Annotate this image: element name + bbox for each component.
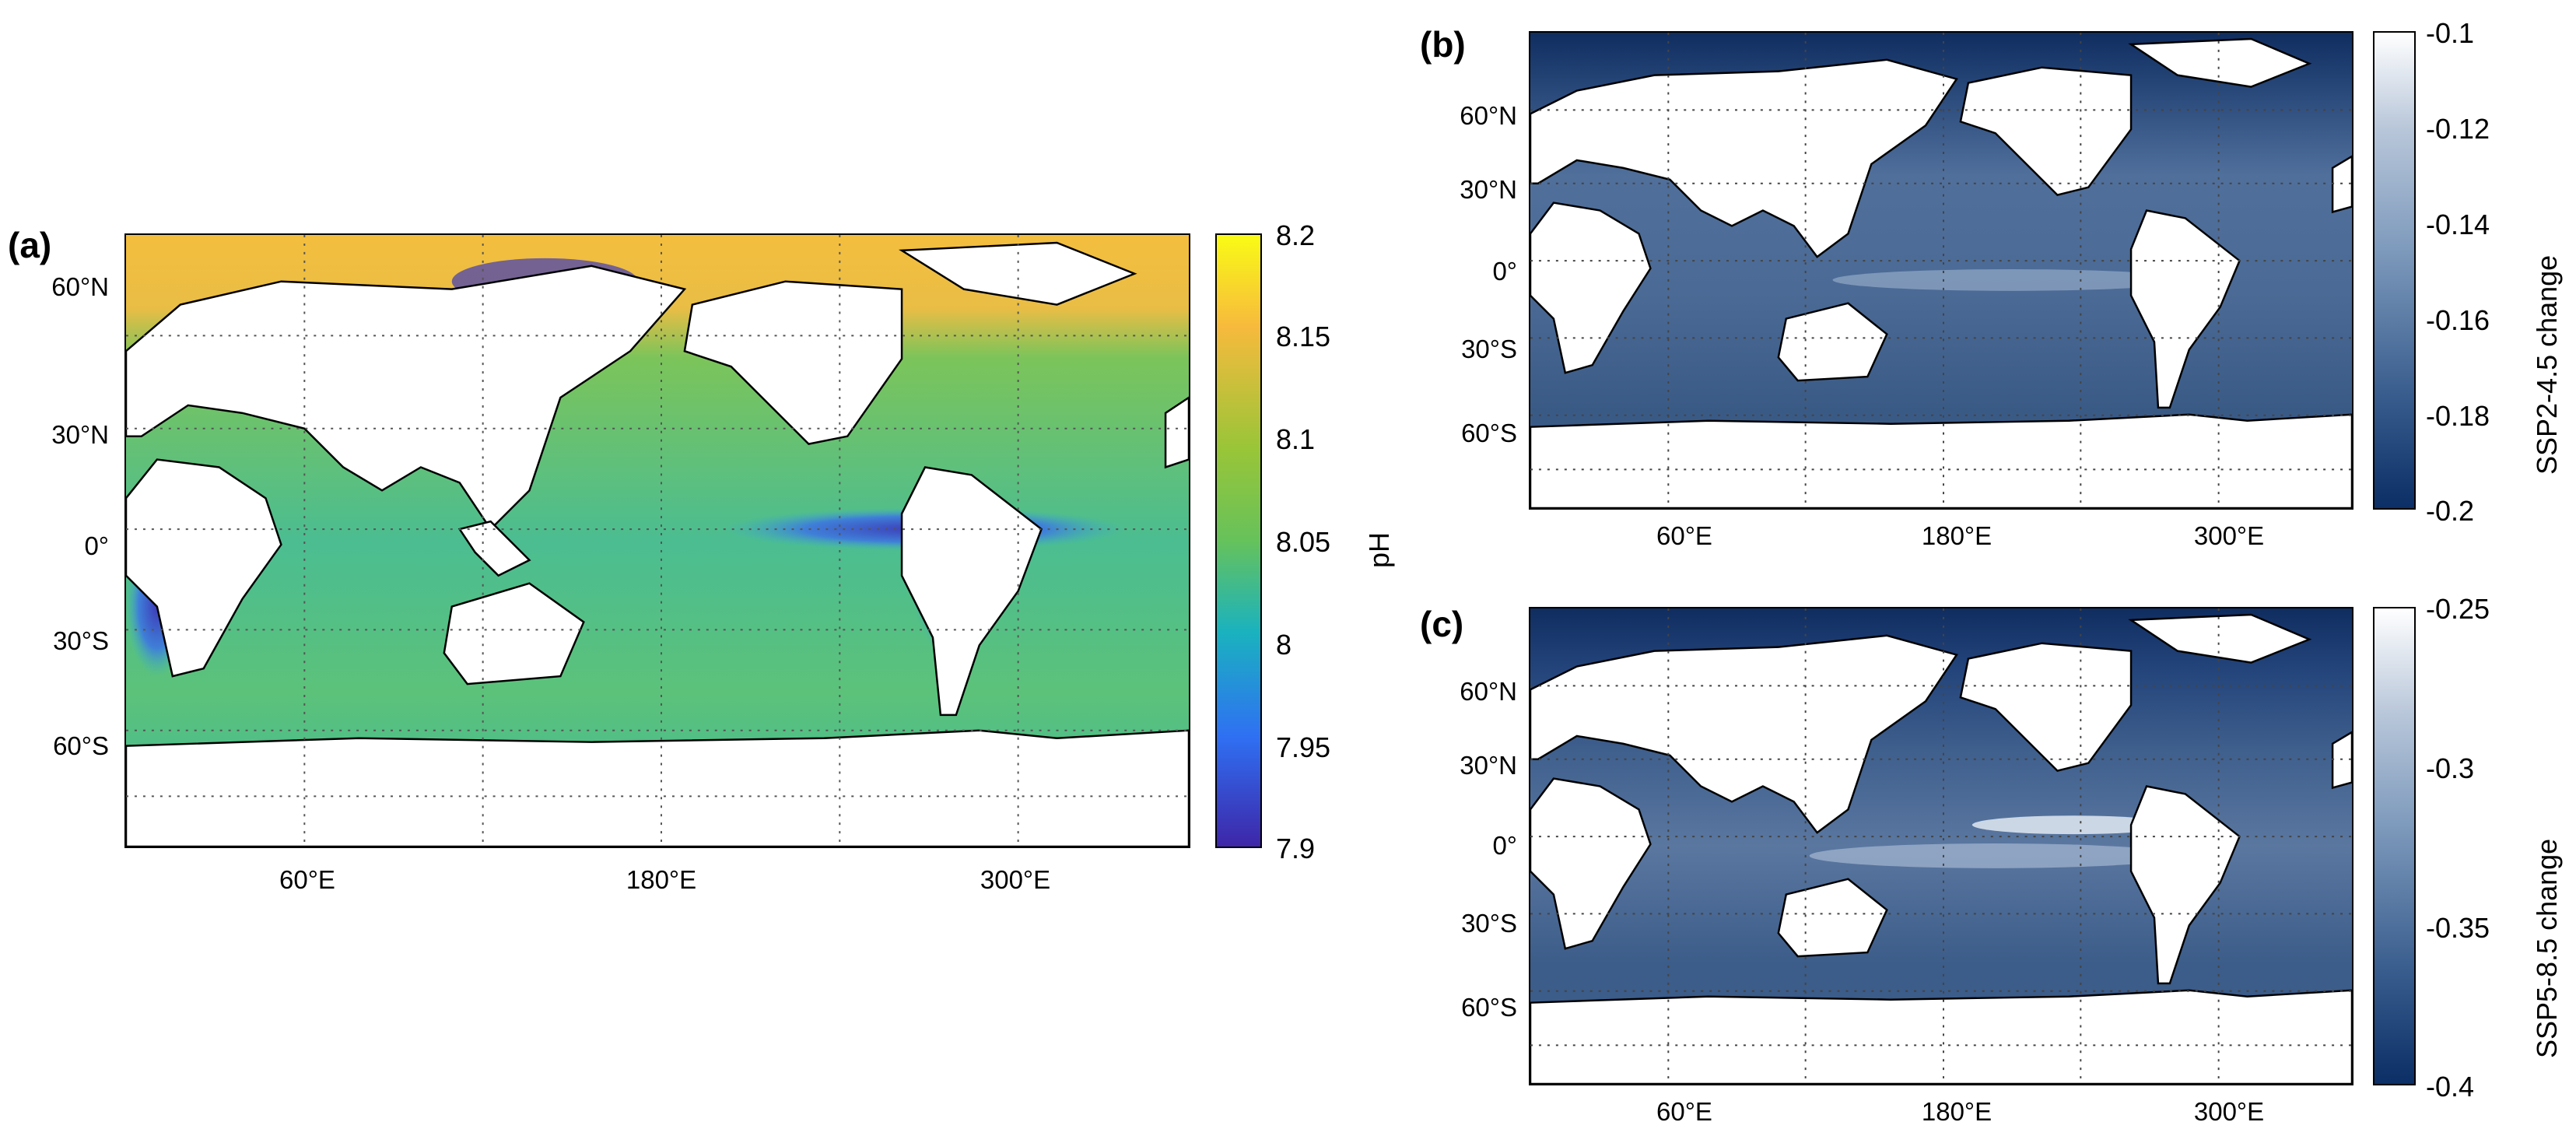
panel-c-eq-band-wide (1809, 843, 2182, 868)
panel-b-colorbar-tick: -0.16 (2426, 304, 2490, 336)
panel-b-colorbar-tick: -0.12 (2426, 113, 2490, 145)
panel-a-colorbar-tick: 8.05 (1276, 526, 1331, 558)
panel-c-eq-band (1971, 815, 2174, 835)
panel-b-lon-label: 300°E (2193, 521, 2265, 550)
panel-a-lon-label: 300°E (980, 865, 1051, 894)
panel-c-colorbar-title: SSP5-8.5 change (2531, 838, 2563, 1058)
panel-c-lon-label: 300°E (2193, 1097, 2265, 1126)
panel-b-colorbar-tick: -0.14 (2426, 209, 2490, 240)
panel-c-colorbar-tick: -0.3 (2426, 752, 2475, 784)
panel-b-map (1529, 31, 2353, 510)
panel-b-colorbar-tick: -0.1 (2426, 17, 2475, 49)
panel-c-gridlines (1530, 608, 2352, 1084)
panel-a-map (124, 233, 1190, 848)
panel-a-lat-label: 30°N (51, 420, 109, 449)
panel-b-eq-band (1832, 269, 2189, 291)
panel-c-land (1530, 613, 2352, 1084)
panel-c-colorbar-tick: -0.35 (2426, 912, 2490, 944)
panel-c-colorbar-tick: -0.4 (2426, 1071, 2475, 1103)
panel-b-lat-label: 30°S (1461, 335, 1517, 363)
panel-b-colorbar-tick: -0.18 (2426, 400, 2490, 432)
panel-b-gridlines (1530, 33, 2352, 508)
panel-a-lat-label: 0° (84, 531, 109, 560)
panel-a-colorbar-tick: 7.95 (1276, 731, 1331, 763)
panel-b-lon-label: 180°E (1921, 521, 1992, 550)
panel-a-lat-label: 60°N (51, 272, 109, 301)
panel-c-lat-label: 0° (1492, 831, 1517, 860)
panel-c-lat-label: 30°S (1461, 909, 1517, 938)
panel-b-lat-label: 60°N (1460, 101, 1517, 130)
panel-a-colorbar-tick: 8 (1276, 629, 1292, 661)
panel-c-lat-label: 30°N (1460, 751, 1517, 780)
panel-b-lat-label: 30°N (1460, 175, 1517, 204)
panel-c-label: (c) (1420, 604, 1464, 644)
panel-a-colorbar-tick: 8.1 (1276, 423, 1316, 455)
panel-a-colorbar (1215, 233, 1262, 848)
panel-b-lat-label: 60°S (1461, 419, 1517, 447)
panel-a-colorbar-tick: 8.15 (1276, 321, 1331, 352)
panel-a-map-svg (126, 235, 1189, 847)
panel-b-lat-label: 0° (1492, 257, 1517, 286)
panel-b-label: (b) (1420, 24, 1466, 65)
panel-c-colorbar-tick: -0.25 (2426, 593, 2490, 625)
panel-a-colorbar-tick: 7.9 (1276, 833, 1316, 864)
panel-a-lat-label: 30°S (53, 626, 109, 655)
panel-a-lon-label: 180°E (626, 865, 697, 894)
panel-a-colorbar-tick: 8.2 (1276, 219, 1316, 251)
panel-b-colorbar-title: SSP2-4.5 change (2531, 254, 2563, 475)
panel-b-colorbar (2373, 31, 2416, 510)
panel-a-lat-label: 60°S (53, 731, 109, 760)
panel-b-lon-label: 60°E (1656, 521, 1712, 550)
panel-c-map (1529, 607, 2353, 1085)
panel-c-lat-label: 60°N (1460, 677, 1517, 706)
panel-c-lon-label: 180°E (1921, 1097, 1992, 1126)
panel-c-colorbar (2373, 607, 2416, 1085)
panel-c-map-svg (1530, 608, 2352, 1084)
panel-a-label: (a) (8, 225, 52, 265)
panel-b-colorbar-tick: -0.2 (2426, 495, 2475, 527)
panel-a-colorbar-title: pH (1363, 531, 1395, 568)
panel-c-lat-label: 60°S (1461, 993, 1517, 1022)
panel-c-lon-label: 60°E (1656, 1097, 1712, 1126)
panel-b-land (1530, 37, 2352, 508)
panel-b-map-svg (1530, 33, 2352, 508)
panel-a-lon-label: 60°E (279, 865, 335, 894)
